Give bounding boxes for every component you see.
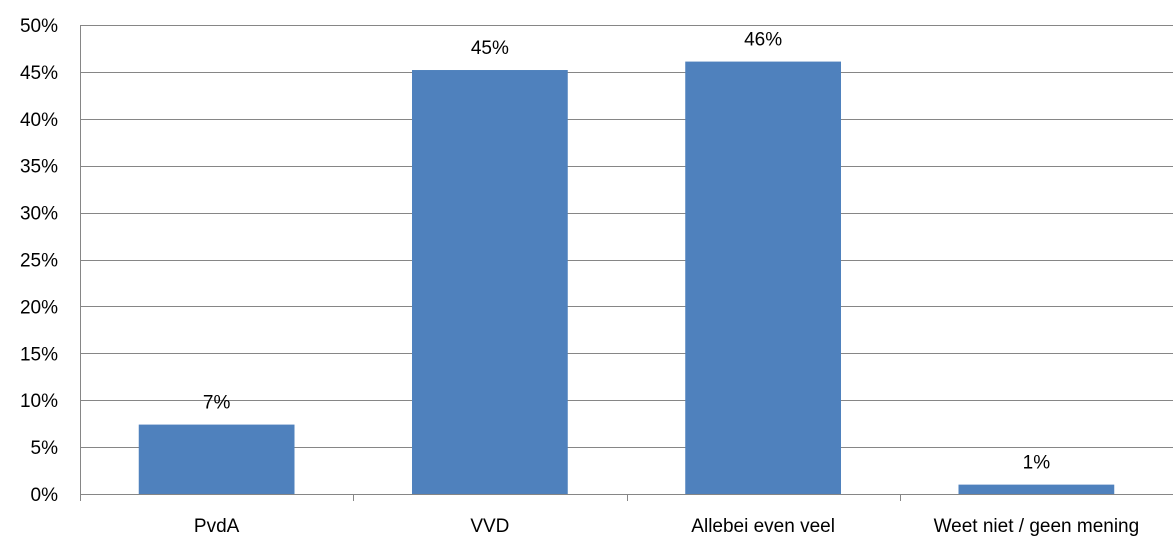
y-tick-label: 30% <box>20 204 58 225</box>
y-tick-label: 10% <box>20 391 58 412</box>
data-label: 45% <box>471 38 509 59</box>
y-tick-label: 20% <box>20 297 58 318</box>
gridlines <box>80 25 1173 448</box>
x-tick-label: Weet niet / geen mening <box>934 516 1140 537</box>
y-axis-ticks: 0% 5% 10% 15% 20% 25% 30% 35% 40% 45% 50% <box>20 16 58 506</box>
x-tick-label: Allebei even veel <box>691 516 835 537</box>
data-label: 1% <box>1023 453 1051 474</box>
y-tick-label: 45% <box>20 63 58 84</box>
bar <box>958 484 1115 494</box>
y-tick-label: 40% <box>20 110 58 131</box>
bar <box>411 70 568 495</box>
data-label: 7% <box>203 393 231 414</box>
y-tick-label: 5% <box>31 438 59 459</box>
y-tick-label: 35% <box>20 157 58 178</box>
x-tick-label: PvdA <box>194 516 240 537</box>
y-tick-label: 50% <box>20 16 58 37</box>
y-tick-label: 25% <box>20 251 58 272</box>
bar <box>138 424 295 494</box>
y-tick-label: 0% <box>31 485 59 506</box>
data-label: 46% <box>744 30 782 51</box>
x-axis: PvdA VVD Allebei even veel Weet niet / geen… <box>80 25 1173 537</box>
data-labels: 7% 45% 46% 1% <box>203 30 1050 474</box>
bars <box>138 61 1115 495</box>
bar <box>685 61 842 494</box>
y-tick-label: 15% <box>20 344 58 365</box>
x-tick-label: VVD <box>470 516 509 537</box>
